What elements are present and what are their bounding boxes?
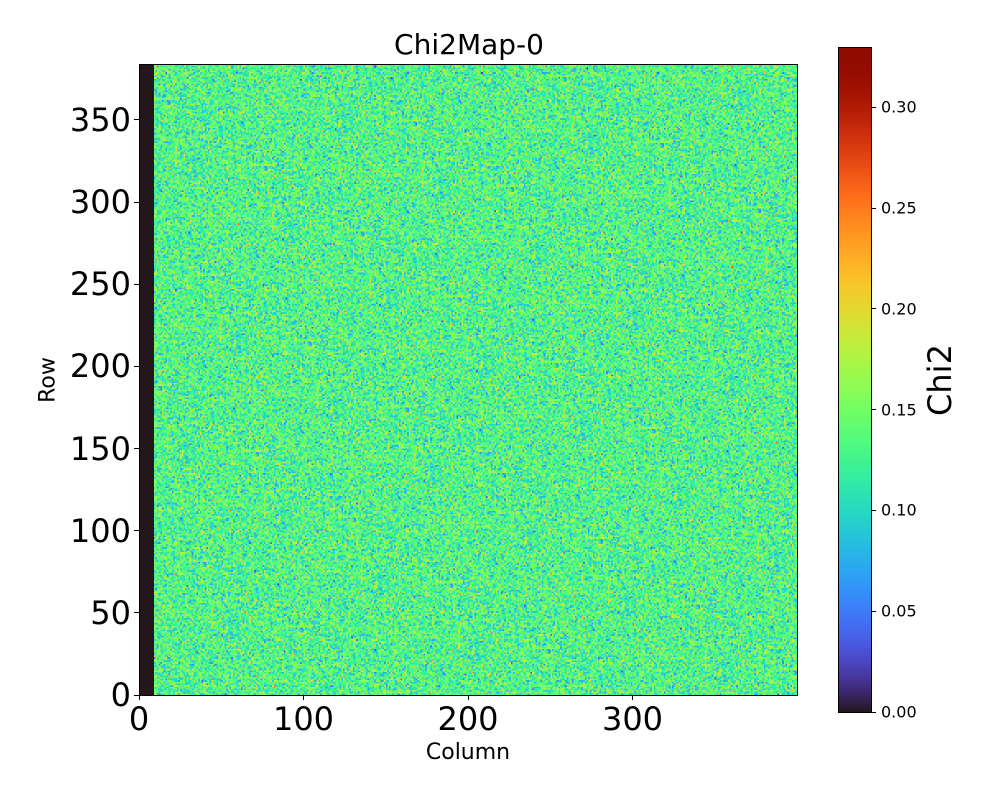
colorbar-tick-label: 0.00 xyxy=(881,702,917,722)
colorbar-tick-mark xyxy=(871,308,876,310)
y-tick-label: 50 xyxy=(90,593,131,632)
colorbar-tick-mark xyxy=(871,711,876,713)
colorbar-tick-label: 0.20 xyxy=(881,299,917,319)
x-tick-mark xyxy=(467,695,469,700)
y-tick-mark xyxy=(134,365,139,367)
colorbar-tick-mark xyxy=(871,409,876,411)
y-tick-label: 150 xyxy=(69,429,131,468)
plot-frame xyxy=(139,64,798,696)
y-tick-mark xyxy=(134,448,139,450)
y-tick-label: 300 xyxy=(69,183,131,222)
colorbar-tick-mark xyxy=(871,207,876,209)
x-axis-label: Column xyxy=(425,740,511,765)
y-tick-label: 200 xyxy=(69,347,131,386)
y-axis-label: Row xyxy=(35,357,61,403)
x-tick-label: 300 xyxy=(601,700,664,738)
chart-title: Chi2Map-0 xyxy=(394,28,544,61)
colorbar-tick-label: 0.15 xyxy=(881,400,917,420)
x-tick-label: 0 xyxy=(128,700,150,738)
colorbar-tick-label: 0.10 xyxy=(881,500,917,520)
y-tick-label: 0 xyxy=(110,676,131,714)
colorbar-frame xyxy=(838,47,872,713)
colorbar-label: Chi2 xyxy=(921,344,959,416)
x-tick-label: 100 xyxy=(272,700,335,738)
y-tick-label: 100 xyxy=(69,511,131,550)
x-tick-mark xyxy=(138,695,140,700)
y-tick-mark xyxy=(134,283,139,285)
x-tick-mark xyxy=(303,695,304,700)
y-tick-mark xyxy=(134,530,139,532)
colorbar-tick-label: 0.25 xyxy=(881,198,917,218)
colorbar-tick-mark xyxy=(871,610,876,612)
heatmap-image xyxy=(139,64,797,695)
colorbar-tick-label: 0.30 xyxy=(881,97,917,117)
colorbar-tick-mark xyxy=(871,509,876,511)
colorbar-tick-label: 0.05 xyxy=(881,601,917,621)
y-tick-mark xyxy=(134,119,139,121)
colorbar-tick-mark xyxy=(871,106,876,108)
y-tick-mark xyxy=(134,201,139,203)
x-tick-label: 200 xyxy=(437,700,499,738)
x-tick-mark xyxy=(632,695,633,700)
y-tick-label: 250 xyxy=(69,265,131,304)
y-tick-mark xyxy=(134,694,139,696)
y-tick-mark xyxy=(134,612,139,614)
y-tick-label: 350 xyxy=(69,100,131,139)
colorbar xyxy=(838,47,871,712)
